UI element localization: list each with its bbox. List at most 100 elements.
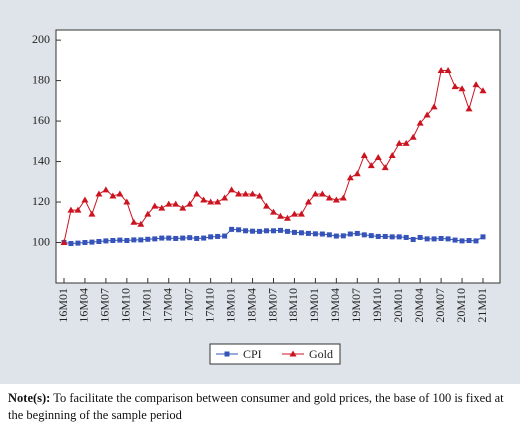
data-point	[158, 204, 166, 211]
data-point	[431, 236, 437, 242]
x-tick-label: 19M04	[328, 288, 342, 323]
legend-box	[209, 343, 341, 365]
data-point	[360, 151, 368, 158]
data-point	[346, 174, 354, 181]
data-point	[353, 170, 361, 177]
x-tick-label: 18M10	[286, 288, 300, 323]
data-point	[173, 235, 179, 241]
x-tick-label: 16M04	[77, 288, 91, 323]
data-point	[459, 238, 465, 244]
data-point	[263, 202, 271, 209]
legend-label: Gold	[309, 347, 333, 361]
data-point	[131, 237, 137, 243]
data-point	[67, 206, 75, 213]
x-tick-label: 18M01	[223, 288, 237, 323]
data-point	[187, 235, 193, 241]
x-tick-label: 18M04	[244, 288, 258, 323]
data-point	[367, 162, 375, 169]
data-point	[68, 241, 74, 247]
data-point	[375, 233, 381, 239]
data-point	[424, 236, 430, 242]
data-point	[458, 85, 466, 92]
data-point	[102, 186, 110, 193]
data-point	[95, 190, 103, 197]
data-point	[130, 218, 138, 225]
data-point	[277, 227, 283, 233]
x-tick-label: 19M07	[349, 288, 363, 323]
y-tick-label: 140	[32, 153, 50, 167]
data-point	[430, 103, 438, 110]
data-point	[172, 200, 180, 207]
data-point	[409, 133, 417, 140]
data-point	[318, 190, 326, 197]
x-tick-label: 17M04	[161, 288, 175, 323]
data-point	[214, 198, 222, 205]
data-point	[159, 235, 165, 241]
data-point	[75, 240, 81, 246]
data-point	[152, 236, 158, 242]
data-point	[325, 194, 333, 201]
y-tick-label: 160	[32, 113, 50, 127]
data-point	[96, 239, 102, 245]
data-point	[388, 151, 396, 158]
data-point	[117, 237, 123, 243]
data-point	[466, 237, 472, 243]
chart: 100 120 140 160 180 200 16M01 16M04 16M07 16M10 17…	[0, 0, 520, 384]
y-tick-label: 100	[32, 234, 50, 248]
note: Note(s): To facilitate the comparison be…	[8, 390, 516, 424]
data-point	[332, 196, 340, 203]
data-point	[145, 236, 151, 242]
data-point	[396, 234, 402, 240]
data-point	[124, 237, 130, 243]
data-point	[270, 208, 277, 215]
data-point	[445, 236, 451, 242]
data-point	[138, 237, 144, 243]
data-point	[60, 239, 68, 246]
data-point	[381, 164, 389, 171]
data-point	[298, 230, 304, 236]
data-point	[333, 233, 339, 239]
x-tick-label: 19M10	[370, 288, 384, 323]
x-tick-label: 20M10	[454, 288, 468, 323]
data-point	[305, 230, 311, 236]
x-tick-label: 16M07	[98, 288, 112, 323]
data-point	[201, 235, 207, 241]
x-tick-label: 16M01	[56, 288, 70, 323]
data-point	[290, 210, 298, 217]
data-point	[186, 200, 194, 207]
data-point	[193, 190, 201, 197]
data-point	[416, 119, 424, 126]
data-point	[389, 234, 395, 240]
data-point	[451, 83, 459, 90]
data-point	[374, 154, 382, 161]
data-point	[465, 105, 473, 112]
x-tick-label: 16M10	[119, 288, 133, 323]
data-point	[123, 198, 131, 205]
x-tick-label: 21M01	[475, 288, 489, 323]
y-tick-label: 120	[32, 194, 50, 208]
data-point	[88, 210, 96, 217]
data-point	[423, 111, 431, 118]
data-point	[284, 228, 290, 234]
x-tick-label: 20M01	[391, 288, 405, 323]
data-point	[81, 196, 89, 203]
x-tick-label: 17M07	[181, 288, 195, 323]
data-point	[368, 233, 374, 239]
note-text: To facilitate the comparison between con…	[8, 391, 504, 422]
data-point	[207, 198, 215, 205]
x-tick-label: 17M01	[140, 288, 154, 323]
plot-area	[55, 29, 501, 284]
data-point	[480, 234, 486, 240]
data-point	[250, 228, 256, 234]
legend-marker	[289, 350, 297, 357]
data-point	[382, 233, 388, 239]
data-point	[221, 194, 229, 201]
data-point	[165, 200, 173, 207]
data-point	[236, 227, 242, 233]
data-point	[312, 231, 318, 237]
data-point	[82, 240, 88, 246]
data-point	[354, 230, 360, 236]
note-label: Note(s):	[8, 391, 51, 405]
data-point	[283, 214, 291, 221]
